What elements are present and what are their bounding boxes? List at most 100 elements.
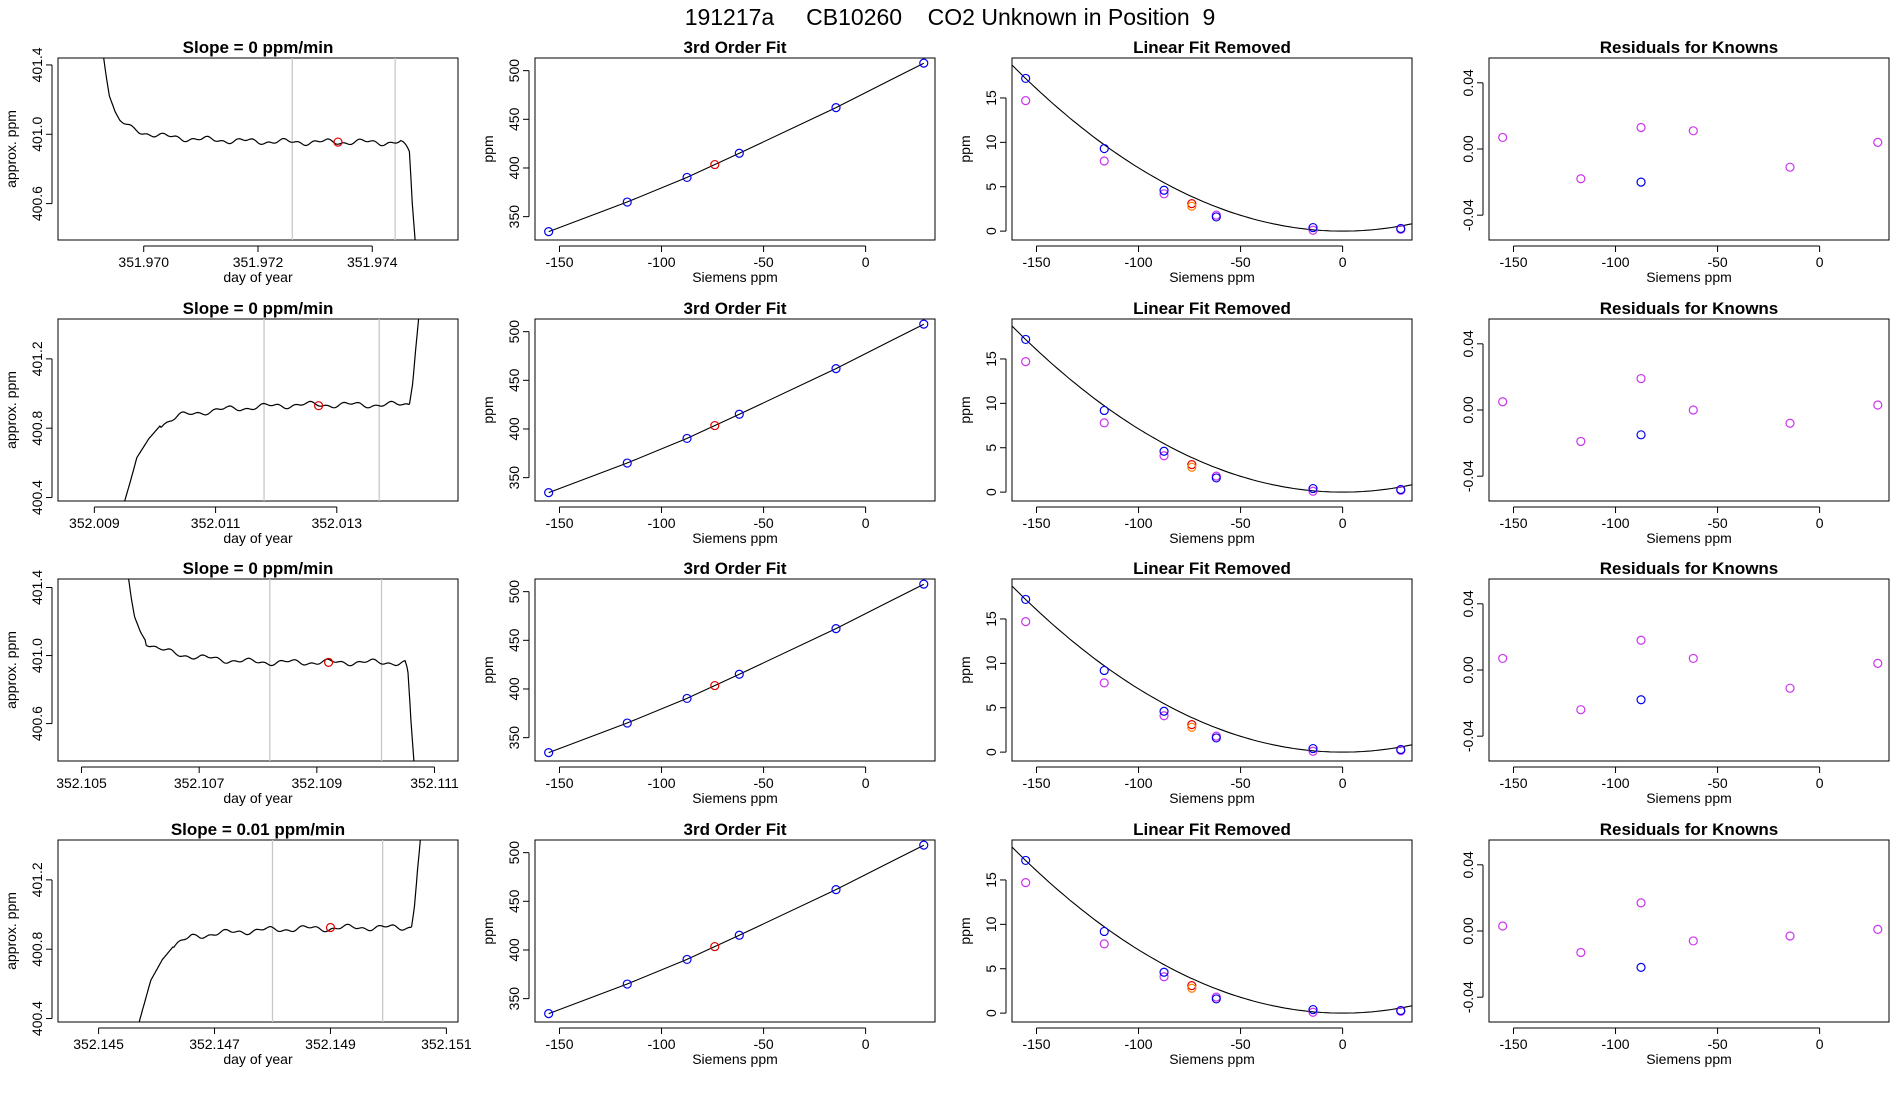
x-tick-label: -150 (545, 515, 573, 531)
x-tick-label: 352.111 (410, 775, 459, 791)
x-tick-label: 352.107 (174, 775, 225, 791)
plot-data (544, 319, 929, 498)
panel-title: Residuals for Knowns (1600, 820, 1779, 839)
plot-data (1498, 373, 1883, 447)
plot-frame (1011, 839, 1413, 1023)
panel-r1c3: Residuals for Knowns -150 -100 -50 0 Siemens … (1460, 299, 1890, 546)
y-tick-label: 15 (983, 872, 999, 888)
y-tick-label: 5 (983, 965, 999, 973)
panel-title: Slope = 0 ppm/min (183, 299, 334, 318)
plot-data (103, 58, 416, 240)
y-tick-label: 500 (506, 320, 522, 344)
x-tick-label: 0 (1816, 1036, 1824, 1052)
panel-r3c3: Residuals for Knowns -150 -100 -50 0 Siemens … (1460, 820, 1890, 1067)
y-tick-label: -0.04 (1460, 981, 1476, 1013)
y-tick-label: 10 (983, 916, 999, 932)
known-standard-point (831, 103, 841, 113)
fit-curve (548, 583, 925, 754)
linear-removed-point (1099, 939, 1109, 949)
linear-removed-point (1308, 1007, 1318, 1017)
x-tick-label: -150 (545, 1036, 573, 1052)
panel-title: Slope = 0 ppm/min (183, 38, 334, 57)
concentration-trace (124, 319, 420, 501)
known-standard-point (919, 58, 929, 68)
figure-title: 191217a CB10260 CO2 Unknown in Position … (684, 4, 1216, 30)
residual-point (1785, 931, 1795, 941)
x-tick-label: -50 (1707, 254, 1727, 270)
x-axis-label: day of year (223, 269, 293, 285)
y-tick-label: 350 (506, 466, 522, 490)
unknown-sample-point (710, 159, 720, 170)
x-tick-label: -100 (1125, 1036, 1153, 1052)
known-standard-point (1211, 994, 1221, 1004)
residual-point (1498, 653, 1508, 664)
linear-removed-point (1099, 156, 1109, 166)
x-tick-label: -150 (545, 775, 573, 791)
panel-title: Linear Fit Removed (1133, 820, 1291, 839)
panel-title: 3rd Order Fit (684, 38, 787, 57)
y-axis-label: ppm (480, 656, 496, 683)
x-axis-label: Siemens ppm (692, 530, 778, 546)
known-standard-point (1211, 212, 1221, 222)
x-tick-label: 0 (1339, 775, 1347, 791)
panel-r2c0: Slope = 0 ppm/min 352.105 352.107 352.109 35… (3, 559, 459, 806)
fit-curve (548, 844, 925, 1015)
residual-point (1576, 174, 1586, 184)
unknown-sample-point (710, 941, 720, 952)
x-tick-label: 0 (1339, 515, 1347, 531)
x-tick-label: 0 (862, 775, 870, 791)
known-standard-point (1211, 733, 1221, 743)
known-standard-point (622, 458, 632, 468)
y-tick-label: 400.4 (29, 480, 45, 515)
y-axis-label: ppm (957, 135, 973, 162)
y-tick-label: 400.6 (29, 706, 45, 741)
y-tick-label: -0.04 (1460, 199, 1476, 231)
plot-frame (1011, 318, 1413, 502)
y-tick-label: 0.04 (1460, 330, 1476, 357)
known-standard-point (919, 319, 929, 329)
known-standard-point (622, 979, 632, 989)
concentration-trace (103, 58, 416, 240)
x-tick-label: 352.109 (292, 775, 343, 791)
panel-r3c0: Slope = 0.01 ppm/min 352.145 352.147 352.14… (3, 820, 472, 1067)
y-tick-label: 401.4 (29, 570, 45, 605)
unknown-sample-point (1187, 719, 1197, 730)
residual-point (1785, 162, 1795, 172)
known-standard-point (734, 148, 744, 158)
plot-frame (1011, 578, 1413, 762)
plot-data (1012, 846, 1412, 1017)
y-axis-label: ppm (480, 917, 496, 944)
y-tick-label: 10 (983, 395, 999, 411)
residual-point (1498, 132, 1508, 143)
x-tick-label: 0 (1339, 254, 1347, 270)
x-tick-label: -150 (1022, 775, 1050, 791)
residual-point (1688, 126, 1698, 136)
known-standard-point (1308, 743, 1318, 754)
residual-point (1498, 921, 1508, 931)
known-standard-point (1159, 185, 1169, 195)
y-axis-label: ppm (957, 917, 973, 944)
y-tick-label: 400 (506, 156, 522, 180)
unknown-sample-point (710, 680, 720, 691)
y-tick-label: 450 (506, 628, 522, 652)
panel-r1c2: Linear Fit Removed -150 -100 -50 0 Siemens pp… (957, 299, 1413, 546)
known-residual-point (1636, 962, 1646, 973)
residual-point (1636, 898, 1646, 908)
panel-title: Residuals for Knowns (1600, 559, 1779, 578)
panel-title: Slope = 0.01 ppm/min (171, 820, 345, 839)
plot-data (1498, 122, 1883, 187)
y-tick-label: -0.04 (1460, 720, 1476, 752)
plot-frame (1488, 839, 1890, 1023)
linear-removed-point (1099, 418, 1109, 428)
known-standard-point (682, 433, 692, 444)
residual-point (1636, 635, 1646, 645)
known-standard-point (831, 885, 841, 895)
y-tick-label: 5 (983, 704, 999, 712)
known-residual-point (1636, 430, 1646, 440)
linear-removed-point (1159, 451, 1169, 461)
linear-removed-point (1159, 972, 1169, 982)
panel-r3c1: 3rd Order Fit -150 -100 -50 0 Siemens ppm 350 4… (480, 820, 936, 1067)
y-tick-label: 350 (506, 205, 522, 229)
known-standard-point (1021, 334, 1031, 345)
x-tick-label: 0 (1339, 1036, 1347, 1052)
